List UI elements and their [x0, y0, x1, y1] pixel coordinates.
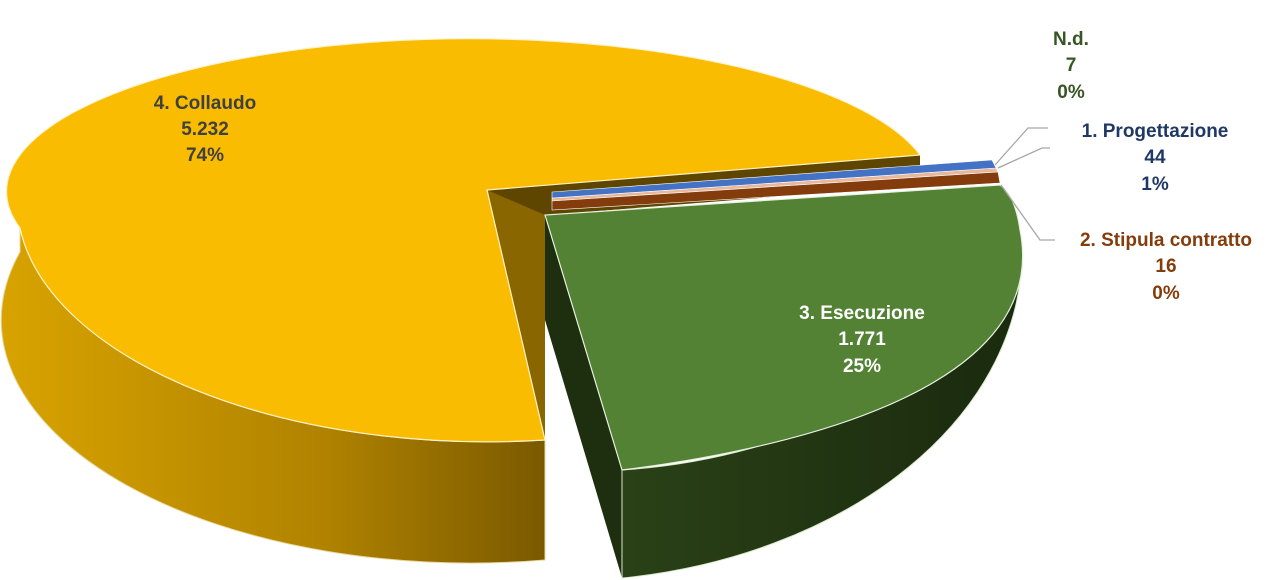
slice-progettazione: [551, 159, 997, 199]
leader-line-progettazione: [997, 147, 1050, 169]
slice-esecuzione: [544, 184, 1023, 579]
label-nd-percent: 0%: [1057, 82, 1085, 103]
label-progettazione-percent: 1%: [1141, 174, 1169, 195]
slice-esecuzione-inner-wall: [545, 215, 622, 578]
slice-collaudo-top: [6, 38, 922, 443]
label-stipula-value: 16: [1155, 256, 1176, 277]
slice-progettazione-face: [551, 159, 997, 199]
data-label-stipula: 2. Stipula contratto 16 0%: [1080, 230, 1252, 304]
data-label-collaudo: 4. Collaudo 5.232 74%: [154, 93, 256, 166]
label-stipula-name: 2. Stipula contratto: [1080, 230, 1252, 251]
slice-stipula: [551, 171, 1001, 211]
label-stipula-percent: 0%: [1152, 283, 1180, 304]
slice-stipula-face: [551, 171, 1001, 211]
data-label-progettazione: 1. Progettazione 44 1%: [1082, 121, 1229, 195]
label-progettazione-value: 44: [1144, 147, 1166, 168]
label-nd-name: N.d.: [1053, 29, 1089, 50]
leader-line-stipula: [1000, 184, 1055, 241]
label-collaudo-value: 5.232: [181, 119, 229, 140]
label-esecuzione-value: 1.771: [838, 329, 886, 350]
data-label-nd: N.d. 7 0%: [1053, 29, 1089, 103]
label-collaudo-name: 4. Collaudo: [154, 93, 256, 114]
leader-line-nd: [994, 127, 1048, 166]
data-label-esecuzione: 3. Esecuzione 1.771 25%: [799, 303, 925, 377]
label-progettazione-name: 1. Progettazione: [1082, 121, 1229, 142]
label-esecuzione-percent: 25%: [843, 356, 881, 377]
label-esecuzione-name: 3. Esecuzione: [799, 303, 925, 324]
label-nd-value: 7: [1066, 55, 1077, 76]
label-collaudo-percent: 74%: [186, 145, 224, 166]
slice-esecuzione-top: [544, 184, 1023, 471]
